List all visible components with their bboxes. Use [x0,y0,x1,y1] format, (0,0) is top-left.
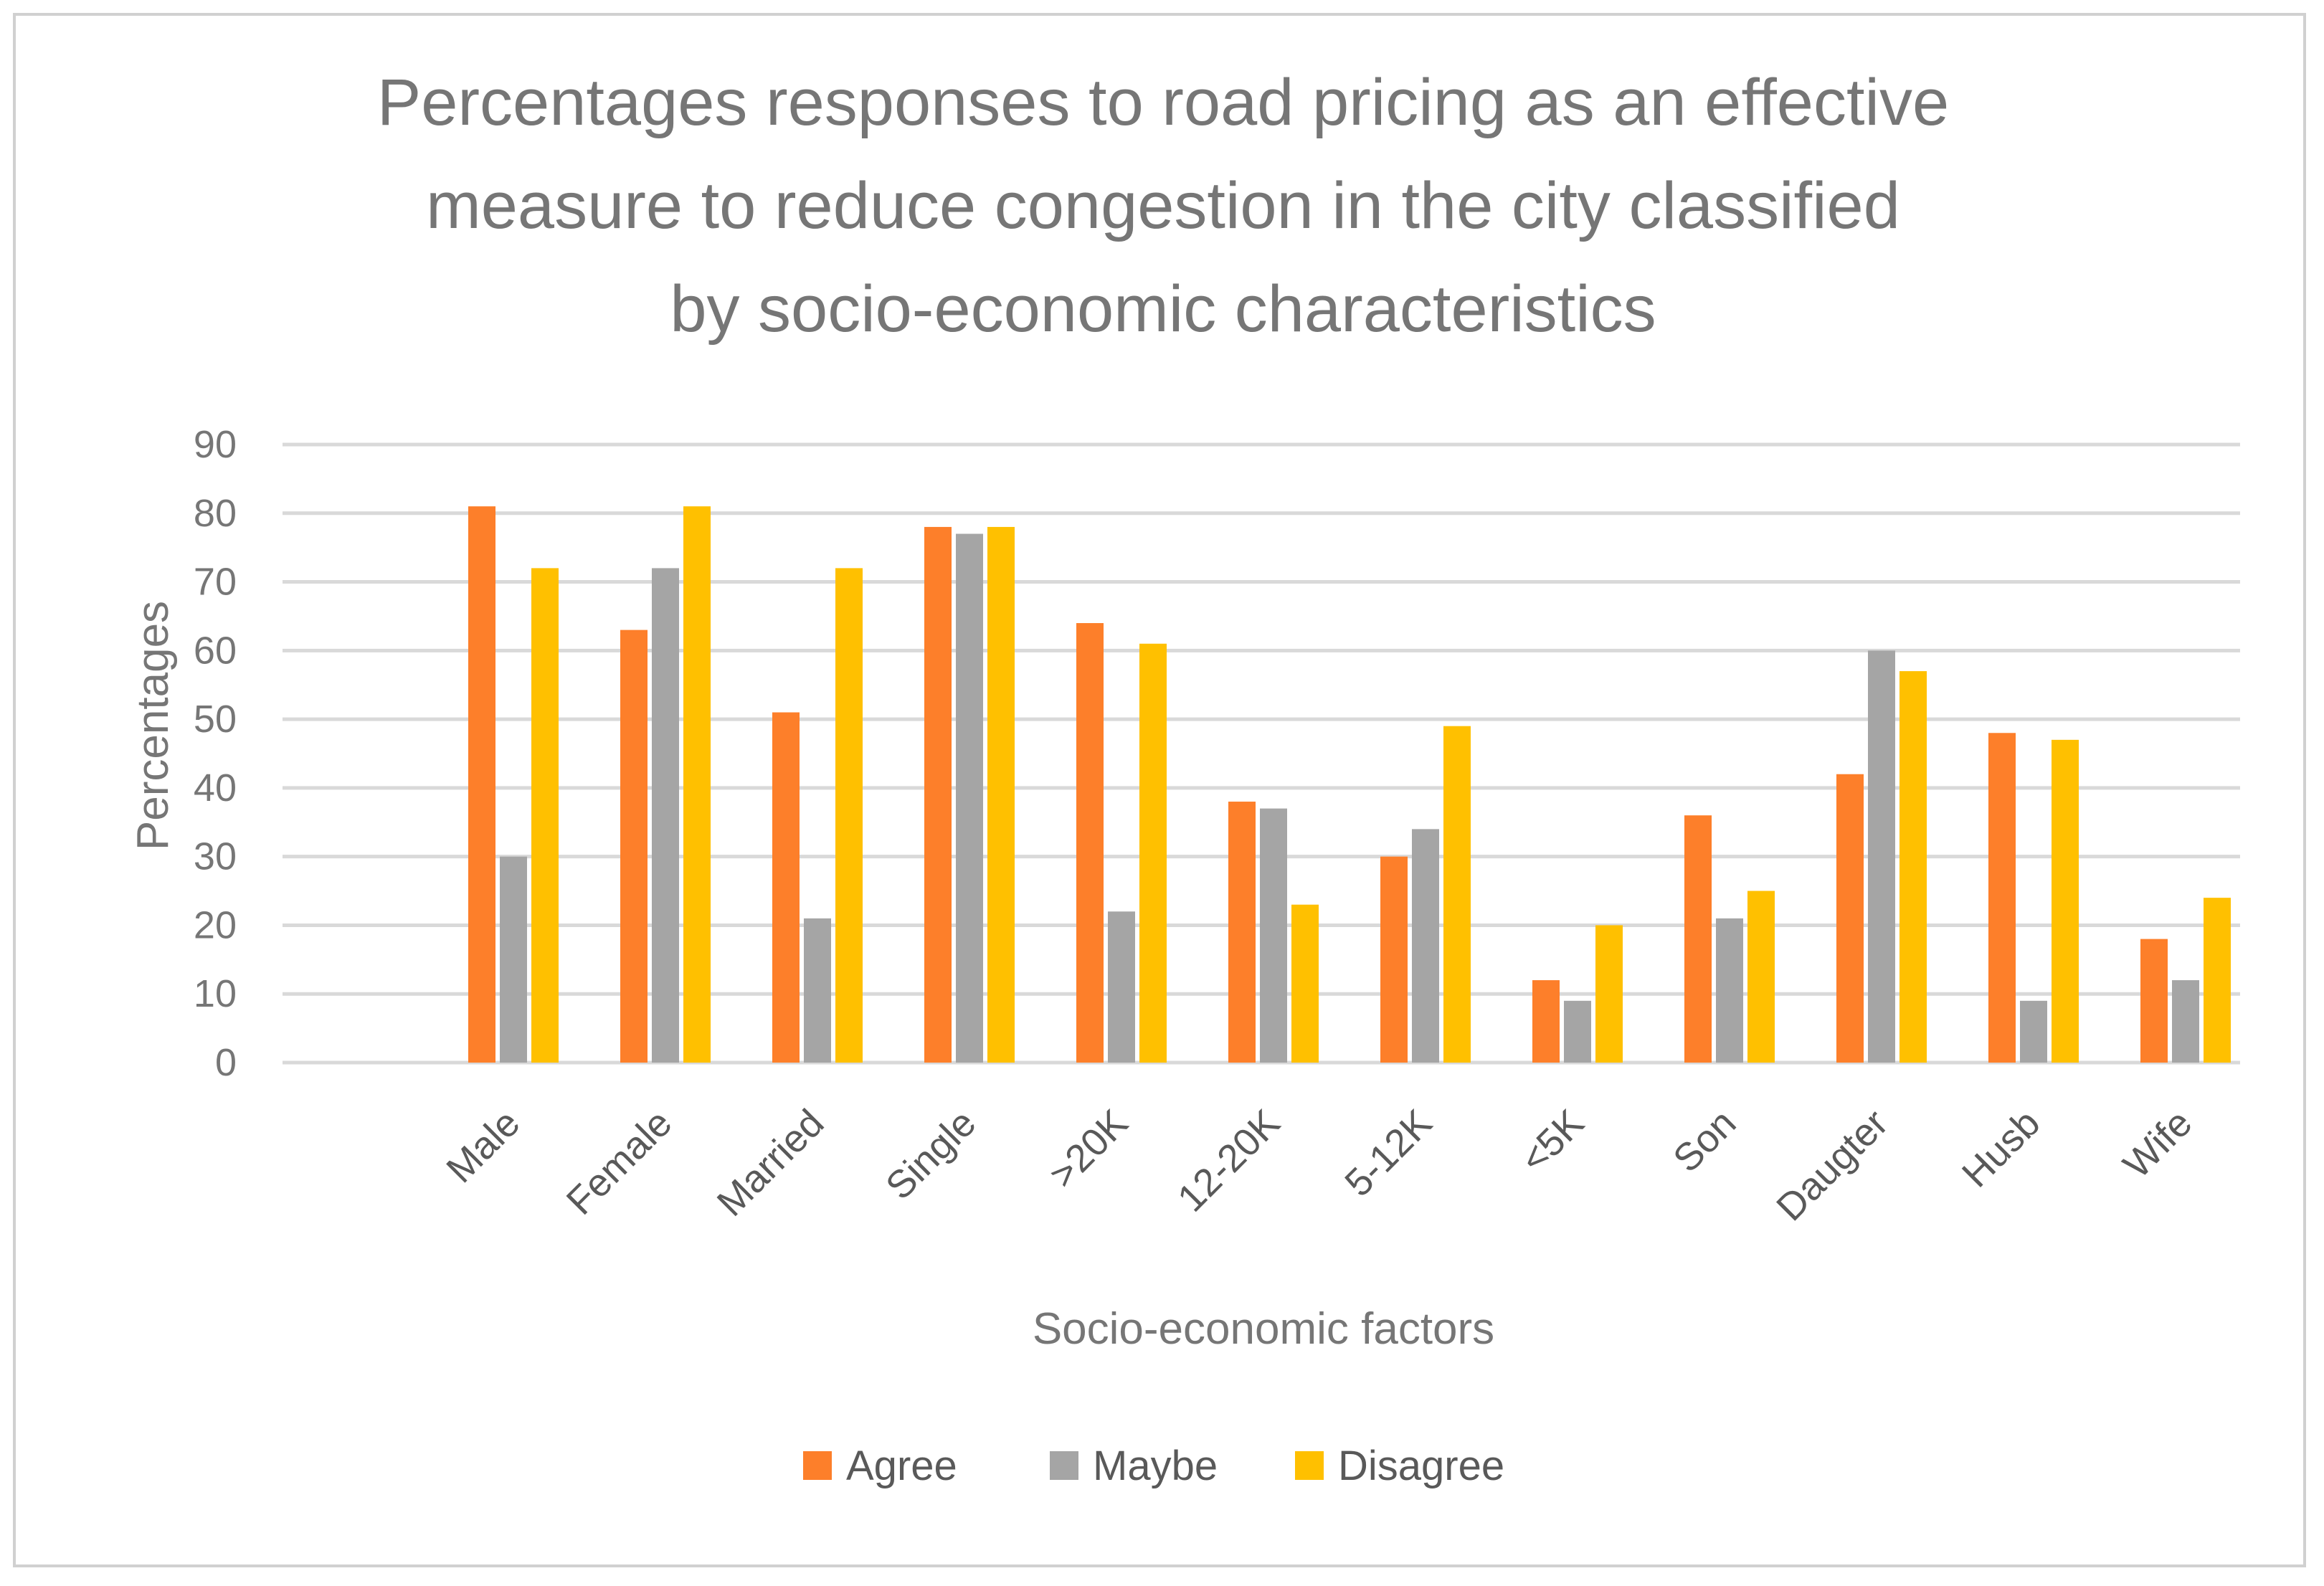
bar-disagree-4 [1139,643,1167,1063]
category-label: <5K [1512,1101,1592,1181]
bar-maybe-4 [1108,911,1135,1063]
bar-maybe-1 [652,568,679,1063]
category-label: Husb [1954,1101,2049,1196]
chart-title-line: measure to reduce congestion in the city… [426,169,1900,242]
bar-maybe-7 [1564,1000,1591,1063]
bar-agree-2 [772,712,800,1063]
x-axis-categories: Male Female Married Single >20K 12-20K 5-12K <5… [438,1101,2200,1229]
bar-maybe-5 [1260,808,1287,1063]
category-label: 12-20K [1170,1101,1289,1220]
bar-disagree-10 [2052,739,2079,1063]
bar-agree-7 [1532,980,1560,1063]
bar-agree-5 [1228,802,1256,1063]
bar-agree-3 [924,526,952,1063]
bar-maybe-8 [1716,918,1743,1063]
chart-frame: Percentages responses to road pricing as… [13,13,2306,1567]
bar-disagree-9 [1899,671,1927,1063]
bar-agree-4 [1076,623,1104,1063]
category-label: Female [559,1101,680,1223]
y-tick-label: 60 [194,629,237,672]
y-tick-label: 10 [194,972,237,1015]
category-label: Male [438,1101,528,1191]
category-label: 5-12K [1337,1101,1440,1205]
bar-disagree-7 [1595,925,1623,1063]
legend-label: Disagree [1338,1443,1504,1489]
y-axis-title: Percentages [128,601,178,850]
bar-maybe-11 [2172,980,2199,1063]
bar-maybe-10 [2020,1000,2047,1063]
legend-swatch [803,1451,832,1480]
y-axis-ticks: 0 10 20 30 40 50 60 70 80 90 [194,423,237,1084]
bar-disagree-11 [2204,898,2231,1063]
bar-maybe-9 [1868,650,1895,1063]
bar-agree-6 [1380,856,1408,1063]
category-label: Single [878,1101,985,1208]
bar-agree-8 [1684,815,1712,1063]
bar-maybe-0 [500,856,527,1063]
y-tick-label: 0 [215,1041,237,1084]
bars [468,506,2231,1063]
y-tick-label: 70 [194,561,237,604]
category-label: Daugter [1768,1101,1896,1229]
bar-agree-0 [468,506,495,1063]
category-label: Married [709,1101,833,1225]
bar-disagree-0 [531,568,559,1063]
gridlines [283,442,2240,1065]
legend-label: Agree [846,1443,957,1489]
x-axis-title: Socio-economic factors [1033,1304,1494,1354]
legend: Agree Maybe Disagree [803,1443,1504,1489]
legend-item-disagree: Disagree [1295,1443,1504,1489]
legend-swatch [1295,1451,1324,1480]
chart-title-line: by socio-economic characteristics [670,272,1656,346]
y-tick-label: 40 [194,766,237,809]
legend-item-agree: Agree [803,1443,957,1489]
bar-agree-9 [1836,774,1864,1063]
bar-agree-11 [2140,939,2168,1063]
bar-maybe-3 [956,533,983,1063]
y-tick-label: 30 [194,835,237,878]
chart-title-line: Percentages responses to road pricing as… [377,66,1949,139]
bar-disagree-2 [835,568,863,1063]
bar-disagree-1 [683,506,711,1063]
bar-agree-1 [620,630,648,1063]
legend-swatch [1050,1451,1078,1480]
legend-item-maybe: Maybe [1050,1443,1218,1489]
category-label: Wife [2115,1101,2201,1187]
bar-disagree-3 [987,526,1015,1063]
category-label: >20K [1041,1101,1137,1197]
category-label: Son [1665,1101,1744,1180]
bar-disagree-8 [1747,891,1775,1063]
bar-disagree-5 [1291,904,1319,1063]
bar-maybe-2 [804,918,831,1063]
bar-agree-10 [1988,733,2016,1063]
y-tick-label: 80 [194,492,237,535]
chart-svg: Percentages responses to road pricing as… [128,66,2240,1489]
bar-maybe-6 [1412,829,1439,1063]
y-tick-label: 20 [194,903,237,946]
y-tick-label: 50 [194,698,237,741]
legend-label: Maybe [1093,1443,1218,1489]
y-tick-label: 90 [194,423,237,466]
chart-title: Percentages responses to road pricing as… [377,66,1949,346]
bar-disagree-6 [1443,726,1471,1063]
